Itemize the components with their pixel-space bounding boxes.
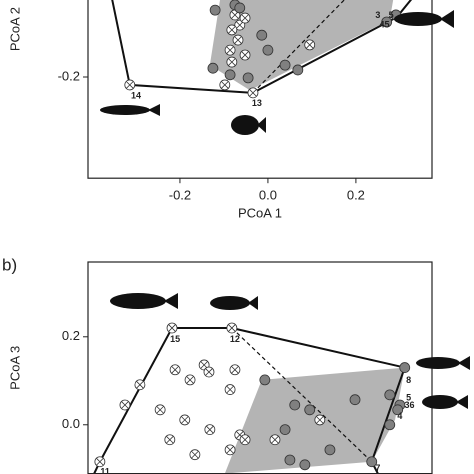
x-axis-label: PCoA 1 — [238, 206, 282, 221]
x-tick-label: 0.2 — [347, 188, 365, 203]
point — [279, 424, 291, 436]
point-cross — [181, 416, 189, 424]
point-cross — [316, 416, 324, 424]
point-label: 3 — [375, 10, 380, 20]
x-tick-label: 0.0 — [259, 188, 277, 203]
y-axis-label: PCoA 3 — [7, 346, 22, 390]
point-cross — [191, 451, 199, 459]
y-axis-label: PCoA 2 — [7, 7, 22, 51]
point-cross — [200, 361, 208, 369]
point — [234, 2, 246, 14]
point-label: 8 — [406, 375, 411, 385]
point — [304, 404, 316, 416]
point — [384, 419, 396, 431]
y-tick-label: 0.2 — [62, 328, 80, 343]
point-cross — [231, 366, 239, 374]
point-label: 45 — [379, 19, 389, 29]
point — [259, 374, 271, 386]
point-cross — [226, 385, 234, 394]
point-cross — [206, 426, 214, 434]
point — [399, 362, 411, 373]
point — [324, 444, 336, 456]
point — [262, 44, 274, 56]
point-cross — [221, 81, 229, 89]
point-cross — [226, 46, 234, 54]
point-cross — [271, 436, 279, 444]
x-tick-label: -0.2 — [169, 188, 191, 203]
point-cross — [226, 446, 234, 454]
point-label: 12 — [230, 334, 240, 344]
point — [279, 59, 291, 71]
point — [299, 459, 311, 471]
dashed-line — [252, 0, 346, 94]
point-cross — [241, 51, 249, 59]
point-cross — [126, 81, 134, 89]
fish-icons — [100, 10, 470, 409]
point-cross — [231, 11, 239, 19]
point-cross — [136, 381, 144, 389]
point-label: 36 — [405, 400, 415, 410]
point-cross — [168, 324, 176, 332]
point-cross — [121, 401, 129, 409]
point-label: 13 — [252, 98, 262, 108]
point-cross — [228, 324, 236, 332]
point — [292, 64, 304, 76]
point-cross — [171, 366, 179, 374]
point-cross — [306, 41, 314, 49]
point — [209, 4, 221, 16]
point-cross — [166, 436, 174, 444]
point-cross — [241, 14, 249, 22]
dashed-line — [231, 327, 373, 463]
point-cross — [249, 89, 257, 97]
point — [366, 456, 378, 468]
point — [349, 394, 361, 406]
point — [224, 69, 236, 81]
point — [256, 29, 268, 41]
point-label: 15 — [170, 334, 180, 344]
point-cross — [241, 436, 249, 444]
point — [289, 399, 301, 411]
point-label: 5 — [406, 393, 411, 403]
point-cross — [186, 376, 194, 384]
point-label: 4 — [397, 411, 402, 421]
y-tick-label: -0.2 — [58, 68, 80, 83]
point-cross — [228, 26, 236, 34]
point — [242, 72, 254, 84]
point-cross — [96, 458, 104, 466]
point-label: 14 — [131, 90, 141, 100]
point-cross — [205, 368, 213, 376]
point-cross — [156, 406, 164, 414]
point-label: 5 — [389, 10, 394, 20]
point — [384, 389, 396, 401]
point-cross — [228, 58, 236, 66]
y-tick-label: 0.0 — [62, 416, 80, 431]
point — [284, 454, 296, 466]
point-label: 7 — [375, 463, 380, 473]
point-label: 11 — [100, 467, 110, 474]
point — [392, 404, 404, 416]
point — [381, 16, 393, 28]
point-cross — [236, 21, 244, 29]
point-cross — [234, 36, 242, 44]
plot-frame — [87, 0, 433, 179]
panel-label: b) — [2, 255, 17, 274]
shaded-area — [209, 0, 394, 91]
point — [207, 62, 219, 74]
